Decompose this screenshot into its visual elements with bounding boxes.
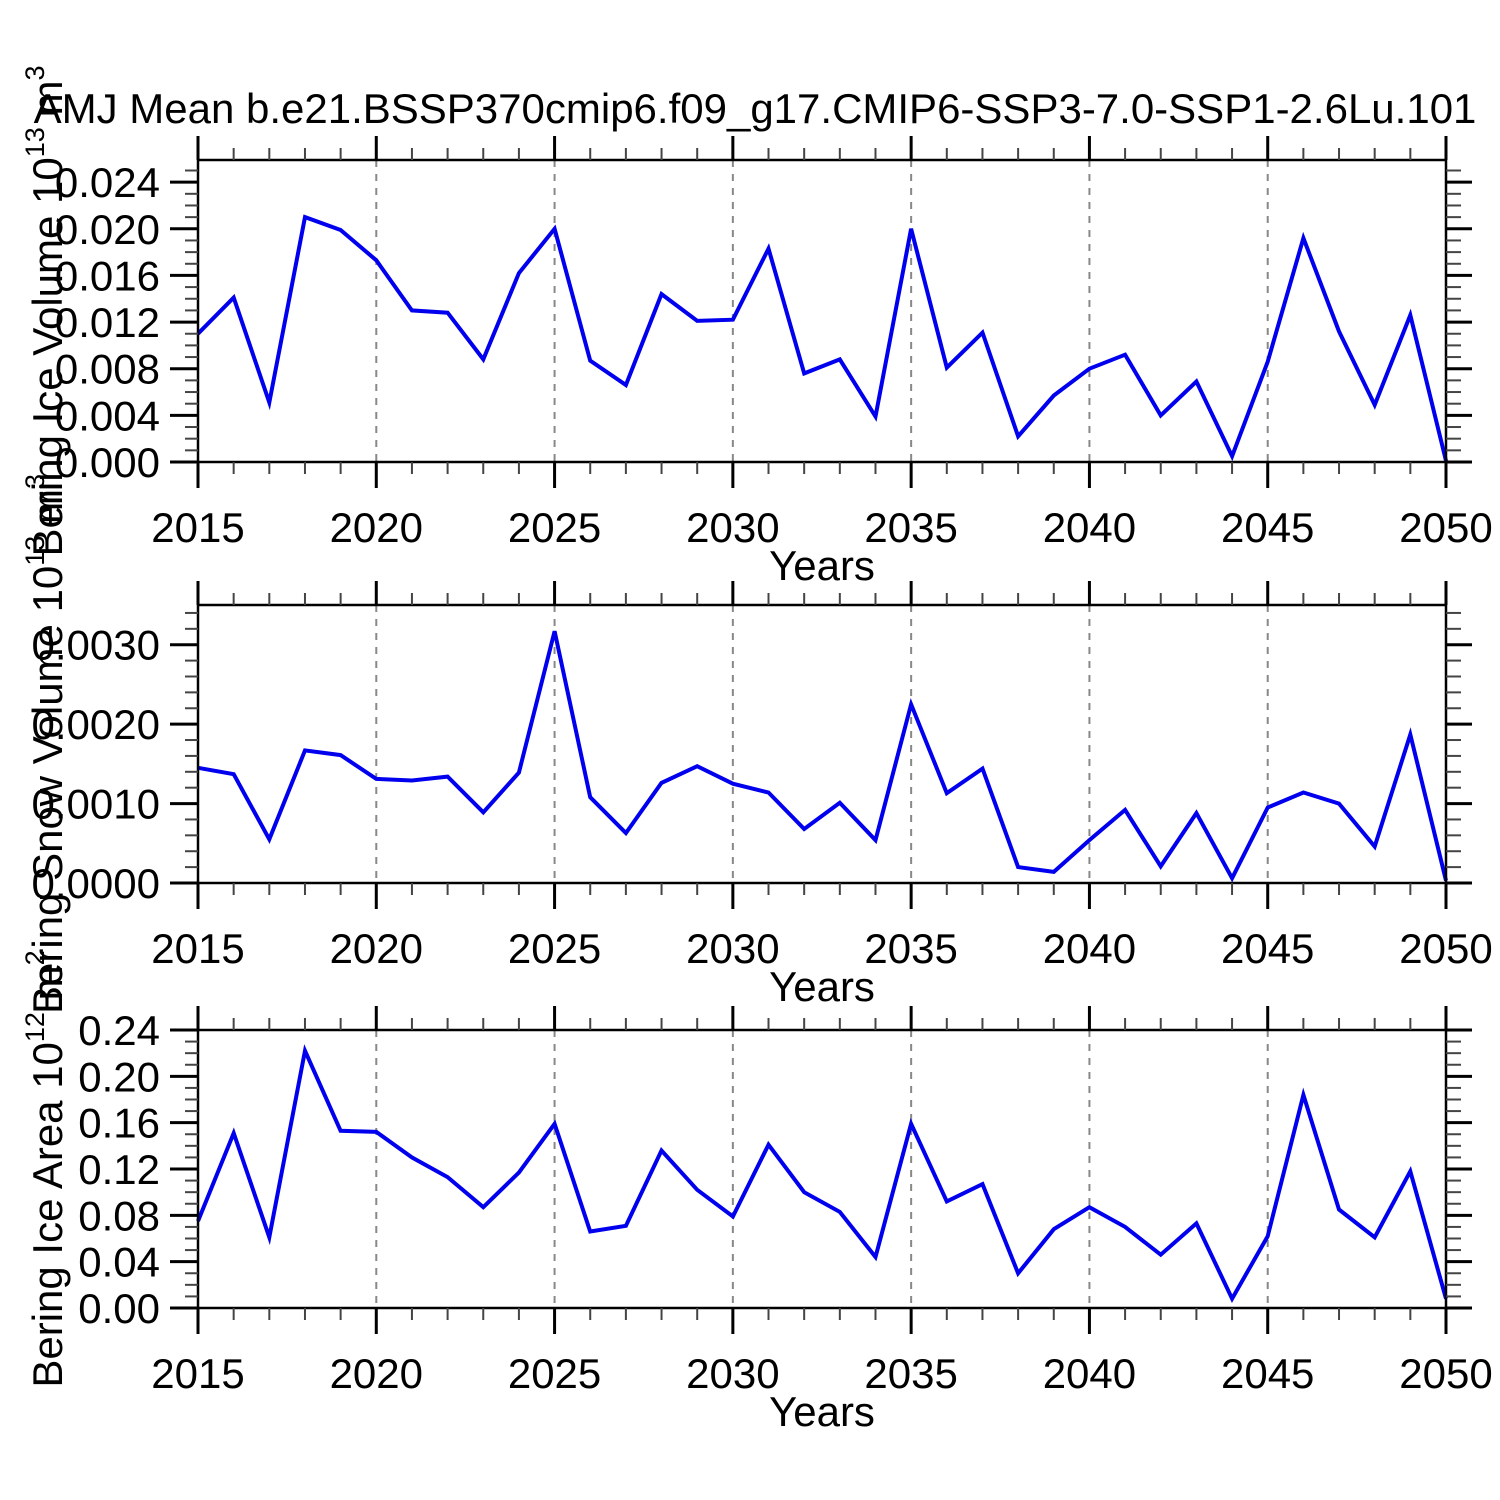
y-tick-label-0.016: 0.016 <box>55 252 160 299</box>
x-tick-label-2035: 2035 <box>864 925 957 972</box>
x-tick-label-2030: 2030 <box>686 1350 779 1397</box>
figure-title: AMJ Mean b.e21.BSSP370cmip6.f09_g17.CMIP… <box>34 85 1477 132</box>
plot-frame <box>196 158 1448 464</box>
x-tick-label-2025: 2025 <box>508 504 601 551</box>
x-tick-label-2035: 2035 <box>864 504 957 551</box>
bering-snow-volume-y-axis-title: Bering Snow Volume 1013 m3 <box>20 474 71 1014</box>
x-tick-label-2045: 2045 <box>1221 1350 1314 1397</box>
x-tick-label-2020: 2020 <box>330 504 423 551</box>
bering-snow-volume-panel: 0.0000 0.0010 0.0020 0.0030 2015 2020 2025 2030… <box>20 474 1493 1014</box>
x-tick-label-2040: 2040 <box>1043 504 1136 551</box>
y-tick-label-0.0020: 0.0020 <box>32 701 160 748</box>
x-axis-name: Years <box>769 542 875 589</box>
x-tick-label-2045: 2045 <box>1221 925 1314 972</box>
bering-ice-area-series-line <box>196 1044 1448 1304</box>
y-tick-label-0.020: 0.020 <box>55 206 160 253</box>
plot-frame <box>196 1028 1448 1310</box>
plot-frame <box>196 603 1448 885</box>
bering-ice-area-panel: 0.000.040.080.120.160.200.24 2015 2020 2025… <box>20 950 1493 1435</box>
y-tick-label-0.12: 0.12 <box>78 1146 160 1193</box>
x-tick-label-2030: 2030 <box>686 504 779 551</box>
y-tick-label-0.0010: 0.0010 <box>32 781 160 828</box>
x-axis-name: Years <box>769 1388 875 1435</box>
x-tick-label-2015: 2015 <box>151 1350 244 1397</box>
x-tick-label-2020: 2020 <box>330 925 423 972</box>
x-axis-labels: 2015 2020 2025 2030 2035 2040 2045 2050 <box>151 925 1492 972</box>
x-tick-label-2025: 2025 <box>508 1350 601 1397</box>
bering-snow-volume-series-line <box>197 630 1448 883</box>
bering-ice-area-y-axis-title: Bering Ice Area 1012 m2 <box>20 950 71 1387</box>
y-tick-label-0.0030: 0.0030 <box>32 622 160 669</box>
x-axis-ticks <box>196 581 1448 909</box>
y-tick-label-0.00: 0.00 <box>78 1285 160 1332</box>
x-tick-label-2050: 2050 <box>1399 504 1492 551</box>
y-tick-label-0.16: 0.16 <box>78 1100 160 1147</box>
x-tick-label-2050: 2050 <box>1399 1350 1492 1397</box>
x-tick-label-2030: 2030 <box>686 925 779 972</box>
y-tick-label-0.0000: 0.0000 <box>32 860 160 907</box>
y-tick-label-0.20: 0.20 <box>78 1053 160 1100</box>
bering-ice-volume-y-axis-title: Bering Ice Volume 1013 m3 <box>20 66 71 557</box>
x-tick-label-2035: 2035 <box>864 1350 957 1397</box>
x-tick-label-2045: 2045 <box>1221 504 1314 551</box>
x-axis-labels: 2015 2020 2025 2030 2035 2040 2045 2050 <box>151 1350 1492 1397</box>
x-tick-label-2015: 2015 <box>151 925 244 972</box>
x-tick-label-2025: 2025 <box>508 925 601 972</box>
y-tick-label-0.000: 0.000 <box>55 439 160 486</box>
x-tick-label-2050: 2050 <box>1399 925 1492 972</box>
bering-ice-volume-series-line <box>196 214 1448 462</box>
y-axis-ticks: 0.000.040.080.120.160.200.24 <box>78 1007 1472 1332</box>
x-tick-label-2020: 2020 <box>330 1350 423 1397</box>
x-axis-name: Years <box>769 963 875 1010</box>
gridlines <box>375 1030 1269 1308</box>
y-tick-label-0.008: 0.008 <box>55 346 160 393</box>
x-tick-label-2040: 2040 <box>1043 925 1136 972</box>
y-axis-ticks: 0.0000 0.0010 0.0020 0.0030 <box>32 611 1472 907</box>
gridlines <box>375 160 1269 462</box>
y-tick-label-0.024: 0.024 <box>55 159 160 206</box>
y-tick-label-0.24: 0.24 <box>78 1007 160 1054</box>
x-axis-labels: 2015 2020 2025 2030 2035 2040 2045 2050 <box>151 504 1492 551</box>
gridlines <box>375 605 1269 883</box>
y-tick-label-0.08: 0.08 <box>78 1192 160 1239</box>
x-tick-label-2015: 2015 <box>151 504 244 551</box>
x-tick-label-2040: 2040 <box>1043 1350 1136 1397</box>
y-tick-label-0.004: 0.004 <box>55 392 160 439</box>
y-tick-label-0.04: 0.04 <box>78 1239 160 1286</box>
x-axis-ticks <box>196 136 1448 488</box>
y-tick-label-0.012: 0.012 <box>55 299 160 346</box>
x-axis-ticks <box>196 1006 1448 1334</box>
